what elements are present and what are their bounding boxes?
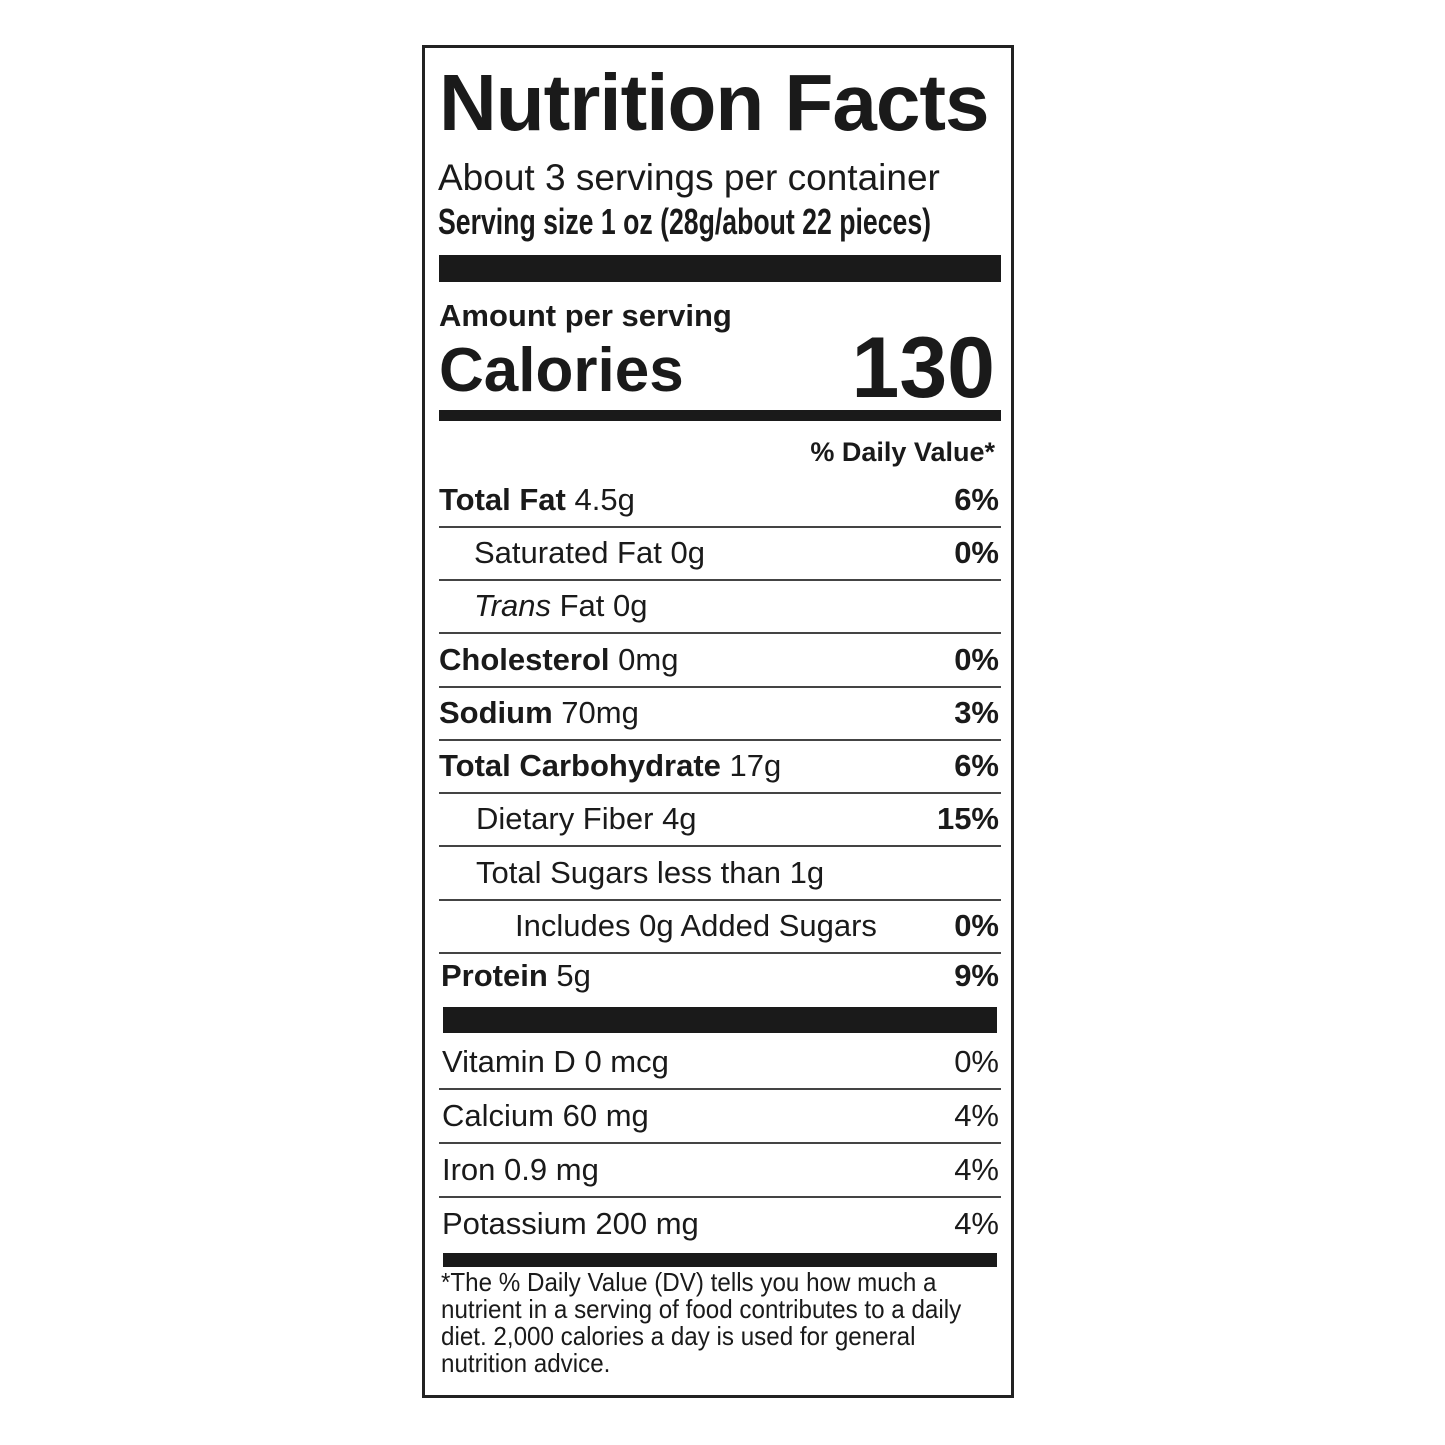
daily-value-footnote: *The % Daily Value (DV) tells you how mu… xyxy=(441,1267,962,1378)
vitamin-name: Iron xyxy=(442,1152,496,1187)
vitamin-row-iron: Iron 0.9 mg 4% xyxy=(439,1145,1001,1198)
daily-value-header: % Daily Value* xyxy=(810,437,995,467)
nutrient-row-protein: Protein 5g 9% xyxy=(439,951,1001,1004)
nutrient-row-dietary-fiber: Dietary Fiber 4g 15% xyxy=(439,794,1001,847)
nutrient-amount: 0g xyxy=(613,588,648,623)
label-title: Nutrition Facts xyxy=(439,58,989,147)
nutrient-dv: 9% xyxy=(954,958,999,993)
thick-divider xyxy=(443,1007,997,1033)
nutrient-row-saturated-fat: Saturated Fat 0g 0% xyxy=(439,528,1001,581)
vitamin-amount: 60 mg xyxy=(562,1098,649,1133)
nutrient-amount: 4g xyxy=(662,801,697,836)
nutrient-name: Total Fat xyxy=(439,482,566,517)
nutrient-amount: 70mg xyxy=(561,695,639,730)
vitamin-row-potassium: Potassium 200 mg 4% xyxy=(439,1199,1001,1252)
nutrient-row-total-fat: Total Fat 4.5g 6% xyxy=(439,475,1001,528)
nutrient-name: Total Sugars less than xyxy=(476,855,782,890)
thick-divider xyxy=(439,255,1001,282)
vitamin-dv: 4% xyxy=(954,1152,999,1187)
nutrient-name: Includes 0g Added Sugars xyxy=(515,908,877,943)
nutrient-dv: 3% xyxy=(954,695,999,730)
vitamin-amount: 200 mg xyxy=(595,1206,699,1241)
nutrient-amount: 1g xyxy=(789,855,825,890)
vitamin-name: Calcium xyxy=(442,1098,554,1133)
vitamin-name: Vitamin D xyxy=(442,1044,576,1079)
nutrient-name: Saturated Fat xyxy=(474,535,662,570)
nutrient-row-sodium: Sodium 70mg 3% xyxy=(439,688,1001,741)
nutrient-name: Fat xyxy=(559,588,605,623)
nutrient-dv: 6% xyxy=(954,748,999,783)
nutrient-name: Total Carbohydrate xyxy=(439,748,721,783)
calories-value: 130 xyxy=(851,320,996,416)
vitamin-dv: 4% xyxy=(954,1098,999,1133)
nutrition-facts-label: Nutrition Facts About 3 servings per con… xyxy=(422,45,1014,1398)
nutrient-name: Dietary Fiber xyxy=(476,801,654,836)
nutrient-amount: 4.5g xyxy=(574,482,635,517)
nutrient-row-added-sugars: Includes 0g Added Sugars 0% xyxy=(439,901,1001,954)
vitamin-dv: 0% xyxy=(954,1044,999,1079)
servings-per-container: About 3 servings per container xyxy=(438,157,940,198)
nutrient-amount: 17g xyxy=(729,748,782,783)
nutrient-amount: 0mg xyxy=(618,642,679,677)
vitamin-name: Potassium xyxy=(442,1206,587,1241)
nutrient-dv: 0% xyxy=(954,642,999,677)
nutrient-dv: 6% xyxy=(954,482,999,517)
nutrient-amount: 0g xyxy=(670,535,705,570)
medium-divider xyxy=(443,1253,997,1267)
medium-divider xyxy=(439,410,1001,421)
nutrient-dv: 0% xyxy=(954,535,999,570)
vitamin-amount: 0.9 mg xyxy=(504,1152,599,1187)
serving-size: Serving size 1 oz (28g/about 22 pieces) xyxy=(438,201,932,242)
nutrient-dv: 15% xyxy=(936,801,999,836)
nutrient-row-total-carbohydrate: Total Carbohydrate 17g 6% xyxy=(439,741,1001,794)
nutrient-name: Protein xyxy=(441,958,548,993)
nutrient-name-italic: Trans xyxy=(474,588,551,623)
nutrient-row-trans-fat: Trans Fat 0g xyxy=(439,581,1001,634)
vitamin-amount: 0 mcg xyxy=(584,1044,669,1079)
nutrient-amount: 5g xyxy=(556,958,591,993)
amount-per-serving: Amount per serving xyxy=(439,298,732,333)
nutrient-name: Cholesterol xyxy=(439,642,610,677)
nutrient-row-total-sugars: Total Sugars less than 1g xyxy=(439,848,1001,901)
vitamin-dv: 4% xyxy=(954,1206,999,1241)
nutrient-name: Sodium xyxy=(439,695,553,730)
calories-label: Calories xyxy=(439,336,684,405)
nutrient-row-cholesterol: Cholesterol 0mg 0% xyxy=(439,635,1001,688)
nutrient-dv: 0% xyxy=(954,908,999,943)
vitamin-row-vitamin-d: Vitamin D 0 mcg 0% xyxy=(439,1037,1001,1090)
vitamin-row-calcium: Calcium 60 mg 4% xyxy=(439,1091,1001,1144)
